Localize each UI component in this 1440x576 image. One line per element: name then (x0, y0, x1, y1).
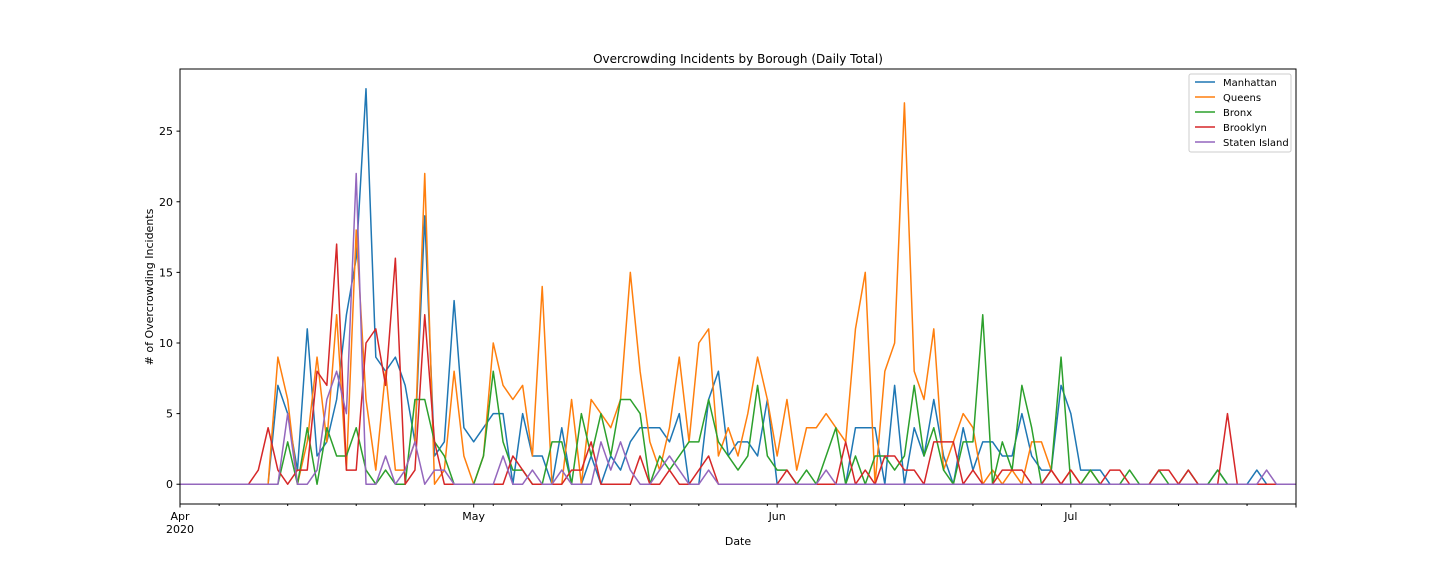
x-tick-label: Jun (768, 510, 786, 523)
chart-title: Overcrowding Incidents by Borough (Daily… (593, 52, 883, 66)
x-tick-label: May (462, 510, 485, 523)
x-tick-sublabel: 2020 (166, 523, 194, 536)
series-line-0 (180, 88, 1296, 485)
legend-label-2: Bronx (1223, 108, 1252, 119)
x-tick-label: Jul (1063, 510, 1077, 523)
y-axis-label: # of Overcrowding Incidents (143, 208, 156, 365)
legend-label-4: Staten Island (1223, 138, 1289, 149)
legend-label-0: Manhattan (1223, 78, 1277, 89)
legend: Manhattan Queens Bronx Brooklyn Staten Islan… (1188, 73, 1292, 153)
legend-frame (1188, 73, 1292, 153)
y-tick-label: 25 (159, 125, 173, 138)
x-axis-label: Date (725, 535, 752, 548)
x-tick-label: Apr (170, 510, 190, 523)
y-tick-label: 20 (159, 196, 173, 209)
y-tick-label: 15 (159, 266, 173, 279)
y-tick-label: 0 (166, 478, 173, 491)
plot-series (180, 88, 1296, 485)
legend-label-3: Brooklyn (1223, 123, 1267, 134)
plot-frame (179, 68, 1297, 505)
legend-label-1: Queens (1223, 93, 1261, 104)
series-line-4 (180, 172, 1296, 485)
y-axis: 0 5 10 15 20 25 (159, 125, 180, 491)
y-tick-label: 5 (166, 408, 173, 421)
y-tick-label: 10 (159, 337, 173, 350)
series-line-1 (180, 102, 1296, 485)
